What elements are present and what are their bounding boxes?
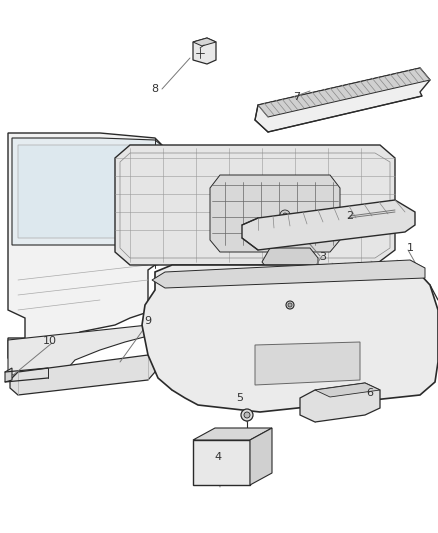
Polygon shape [142, 265, 438, 412]
Polygon shape [8, 325, 148, 375]
Polygon shape [18, 145, 158, 238]
Polygon shape [12, 138, 165, 245]
Polygon shape [315, 383, 380, 397]
Polygon shape [210, 175, 340, 252]
Text: 1: 1 [406, 243, 413, 253]
Polygon shape [255, 342, 360, 385]
Text: 8: 8 [152, 84, 159, 94]
Circle shape [22, 338, 62, 378]
Polygon shape [193, 428, 272, 440]
Circle shape [286, 301, 294, 309]
Polygon shape [193, 38, 216, 46]
Circle shape [280, 210, 290, 220]
Polygon shape [5, 368, 12, 382]
Text: 2: 2 [346, 211, 353, 221]
Polygon shape [258, 68, 430, 117]
Circle shape [244, 412, 250, 418]
Polygon shape [152, 260, 425, 288]
Circle shape [241, 409, 253, 421]
Polygon shape [250, 428, 272, 485]
Text: 7: 7 [293, 92, 300, 102]
Circle shape [288, 303, 292, 307]
Text: 10: 10 [43, 336, 57, 346]
Polygon shape [193, 38, 216, 64]
Circle shape [30, 346, 54, 370]
Polygon shape [262, 248, 318, 272]
Polygon shape [193, 440, 250, 485]
Polygon shape [242, 200, 415, 250]
Text: 9: 9 [145, 316, 152, 326]
Polygon shape [115, 145, 395, 265]
Polygon shape [300, 383, 380, 422]
Text: 6: 6 [367, 388, 374, 398]
Text: 4: 4 [215, 452, 222, 462]
Circle shape [283, 213, 287, 217]
Polygon shape [8, 133, 175, 372]
Polygon shape [10, 355, 155, 395]
Text: 3: 3 [319, 252, 326, 262]
Text: 5: 5 [237, 393, 244, 403]
Polygon shape [255, 68, 430, 132]
